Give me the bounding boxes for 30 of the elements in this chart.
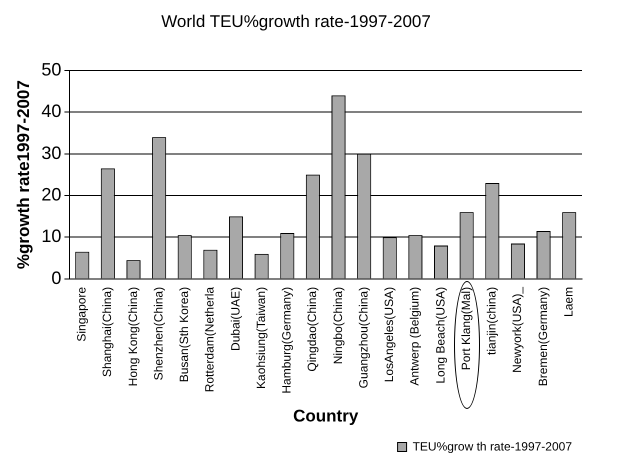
chart-title: World TEU%growth rate-1997-2007 xyxy=(161,12,431,31)
x-tick-label: Hong Kong(China) xyxy=(126,286,140,386)
y-tick-label: 0 xyxy=(51,268,62,288)
x-tick-label: Dubai(UAE) xyxy=(228,286,242,351)
x-tick-label: Laem xyxy=(562,286,576,317)
x-tick-label: Hamburg(Germany) xyxy=(280,286,294,394)
y-tick-label: 10 xyxy=(41,226,62,246)
x-tick-label: Port Klang(Mal) xyxy=(458,286,473,370)
x-tick-label: Qingdao(China) xyxy=(305,286,320,372)
x-tick-label: Rotterdam(Netherla xyxy=(202,286,217,392)
x-tick-label: Singapore xyxy=(74,286,89,342)
x-tick-label: Guangzhou(China) xyxy=(356,286,370,388)
y-tick-label: 20 xyxy=(41,184,62,204)
y-tick-label: 30 xyxy=(41,142,62,163)
x-tick-label: Shenzhen(China) xyxy=(151,286,166,380)
y-tick-label: 40 xyxy=(41,101,62,122)
x-tick-label: Kaohsiung(Taiwan) xyxy=(254,286,268,389)
x-tick-label: tianjin(china) xyxy=(484,286,499,355)
x-tick-label: Newyork(USA)_ xyxy=(510,286,524,373)
x-tick-label: Long Beach(USA) xyxy=(433,286,448,384)
x-tick-label: Busan(Sth Korea) xyxy=(177,286,192,382)
y-tick-label: 50 xyxy=(41,59,62,80)
x-tick-label: Ningbo(China) xyxy=(330,286,345,364)
x-tick-label: Bremen(Germany) xyxy=(536,286,550,386)
x-tick-label: Antwerp (Belgium) xyxy=(408,286,422,386)
legend-label: TEU%grow th rate-1997-2007 xyxy=(412,439,572,454)
x-tick-label: LosAngeles(USA) xyxy=(382,286,396,382)
y-axis-title: %growth rate1997-2007 xyxy=(14,80,33,270)
x-axis-title: Country xyxy=(293,406,359,426)
x-tick-label: Shanghai(China) xyxy=(100,286,114,377)
